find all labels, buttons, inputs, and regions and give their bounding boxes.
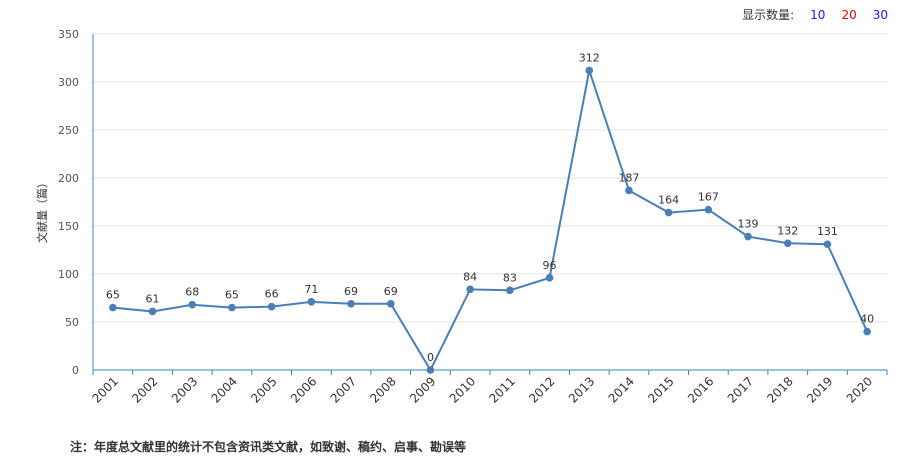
x-tick-label: 2004 bbox=[209, 374, 240, 405]
data-label: 68 bbox=[185, 286, 199, 299]
y-tick-label: 250 bbox=[58, 124, 79, 137]
data-point bbox=[307, 298, 316, 306]
display-count-label: 显示数量: bbox=[742, 8, 795, 22]
data-label: 83 bbox=[503, 271, 517, 284]
data-point bbox=[228, 303, 236, 312]
x-tick-label: 2006 bbox=[288, 374, 319, 405]
y-tick-label: 200 bbox=[58, 172, 79, 185]
data-label: 65 bbox=[225, 289, 239, 302]
data-point bbox=[109, 303, 117, 312]
y-tick-label: 350 bbox=[58, 28, 79, 41]
x-tick-label: 2014 bbox=[606, 374, 637, 405]
data-label: 69 bbox=[344, 285, 358, 298]
data-point bbox=[426, 366, 435, 374]
y-tick-label: 150 bbox=[58, 220, 79, 233]
display-count-option-30[interactable]: 30 bbox=[872, 7, 888, 22]
data-label: 164 bbox=[658, 194, 679, 207]
data-label: 40 bbox=[860, 313, 874, 326]
data-point bbox=[347, 299, 355, 308]
y-tick-label: 300 bbox=[58, 76, 79, 89]
x-tick-label: 2010 bbox=[447, 374, 478, 405]
data-point bbox=[506, 286, 514, 295]
data-point bbox=[704, 205, 713, 214]
y-tick-label: 50 bbox=[65, 316, 79, 329]
data-label: 65 bbox=[106, 289, 120, 302]
x-tick-label: 2020 bbox=[844, 374, 875, 405]
data-point bbox=[148, 307, 157, 316]
display-count-control: 显示数量: 10 20 30 bbox=[742, 6, 888, 23]
x-tick-label: 2012 bbox=[526, 374, 557, 405]
x-tick-label: 2008 bbox=[367, 374, 398, 405]
data-point bbox=[267, 302, 276, 311]
data-point bbox=[188, 300, 197, 309]
data-label: 61 bbox=[146, 292, 160, 305]
data-label: 139 bbox=[738, 218, 759, 231]
data-label: 66 bbox=[265, 288, 279, 301]
y-tick-label: 100 bbox=[58, 268, 79, 281]
data-point bbox=[823, 240, 832, 249]
data-point bbox=[744, 232, 752, 241]
data-label: 167 bbox=[698, 191, 719, 204]
data-point bbox=[585, 66, 594, 75]
data-label: 71 bbox=[304, 283, 318, 296]
data-point bbox=[863, 327, 871, 336]
data-point bbox=[664, 208, 673, 217]
x-tick-label: 2013 bbox=[566, 374, 597, 405]
data-label: 312 bbox=[579, 51, 600, 64]
display-count-option-10[interactable]: 10 bbox=[810, 7, 826, 22]
x-tick-label: 2007 bbox=[328, 374, 359, 405]
footnote: 注：年度总文献里的统计不包含资讯类文献，如致谢、稿约、启事、勘误等 bbox=[70, 440, 467, 454]
x-tick-label: 2011 bbox=[486, 374, 517, 405]
x-tick-label: 2015 bbox=[645, 374, 676, 405]
x-tick-label: 2009 bbox=[407, 374, 438, 405]
data-label: 187 bbox=[618, 171, 639, 184]
data-point bbox=[783, 239, 792, 248]
x-tick-label: 2019 bbox=[804, 374, 835, 405]
display-count-option-20[interactable]: 20 bbox=[841, 7, 857, 22]
x-tick-label: 2003 bbox=[169, 374, 200, 405]
x-tick-label: 2001 bbox=[89, 374, 120, 405]
x-tick-label: 2002 bbox=[129, 374, 160, 405]
series-line bbox=[112, 66, 869, 373]
data-label: 132 bbox=[777, 224, 798, 237]
x-tick-label: 2016 bbox=[685, 374, 716, 405]
data-point bbox=[386, 299, 395, 308]
data-label: 69 bbox=[384, 285, 398, 298]
data-point bbox=[625, 186, 633, 195]
data-label: 84 bbox=[463, 270, 477, 283]
data-label: 96 bbox=[543, 259, 557, 272]
y-tick-label: 0 bbox=[72, 364, 79, 377]
data-point bbox=[466, 285, 474, 294]
x-tick-label: 2005 bbox=[248, 374, 279, 405]
data-label: 131 bbox=[817, 225, 838, 238]
x-tick-label: 2018 bbox=[764, 374, 795, 405]
data-label: 0 bbox=[427, 351, 434, 364]
x-tick-label: 2017 bbox=[725, 374, 756, 405]
data-point bbox=[545, 274, 554, 282]
y-axis-title: 文献量（篇） bbox=[35, 177, 49, 243]
